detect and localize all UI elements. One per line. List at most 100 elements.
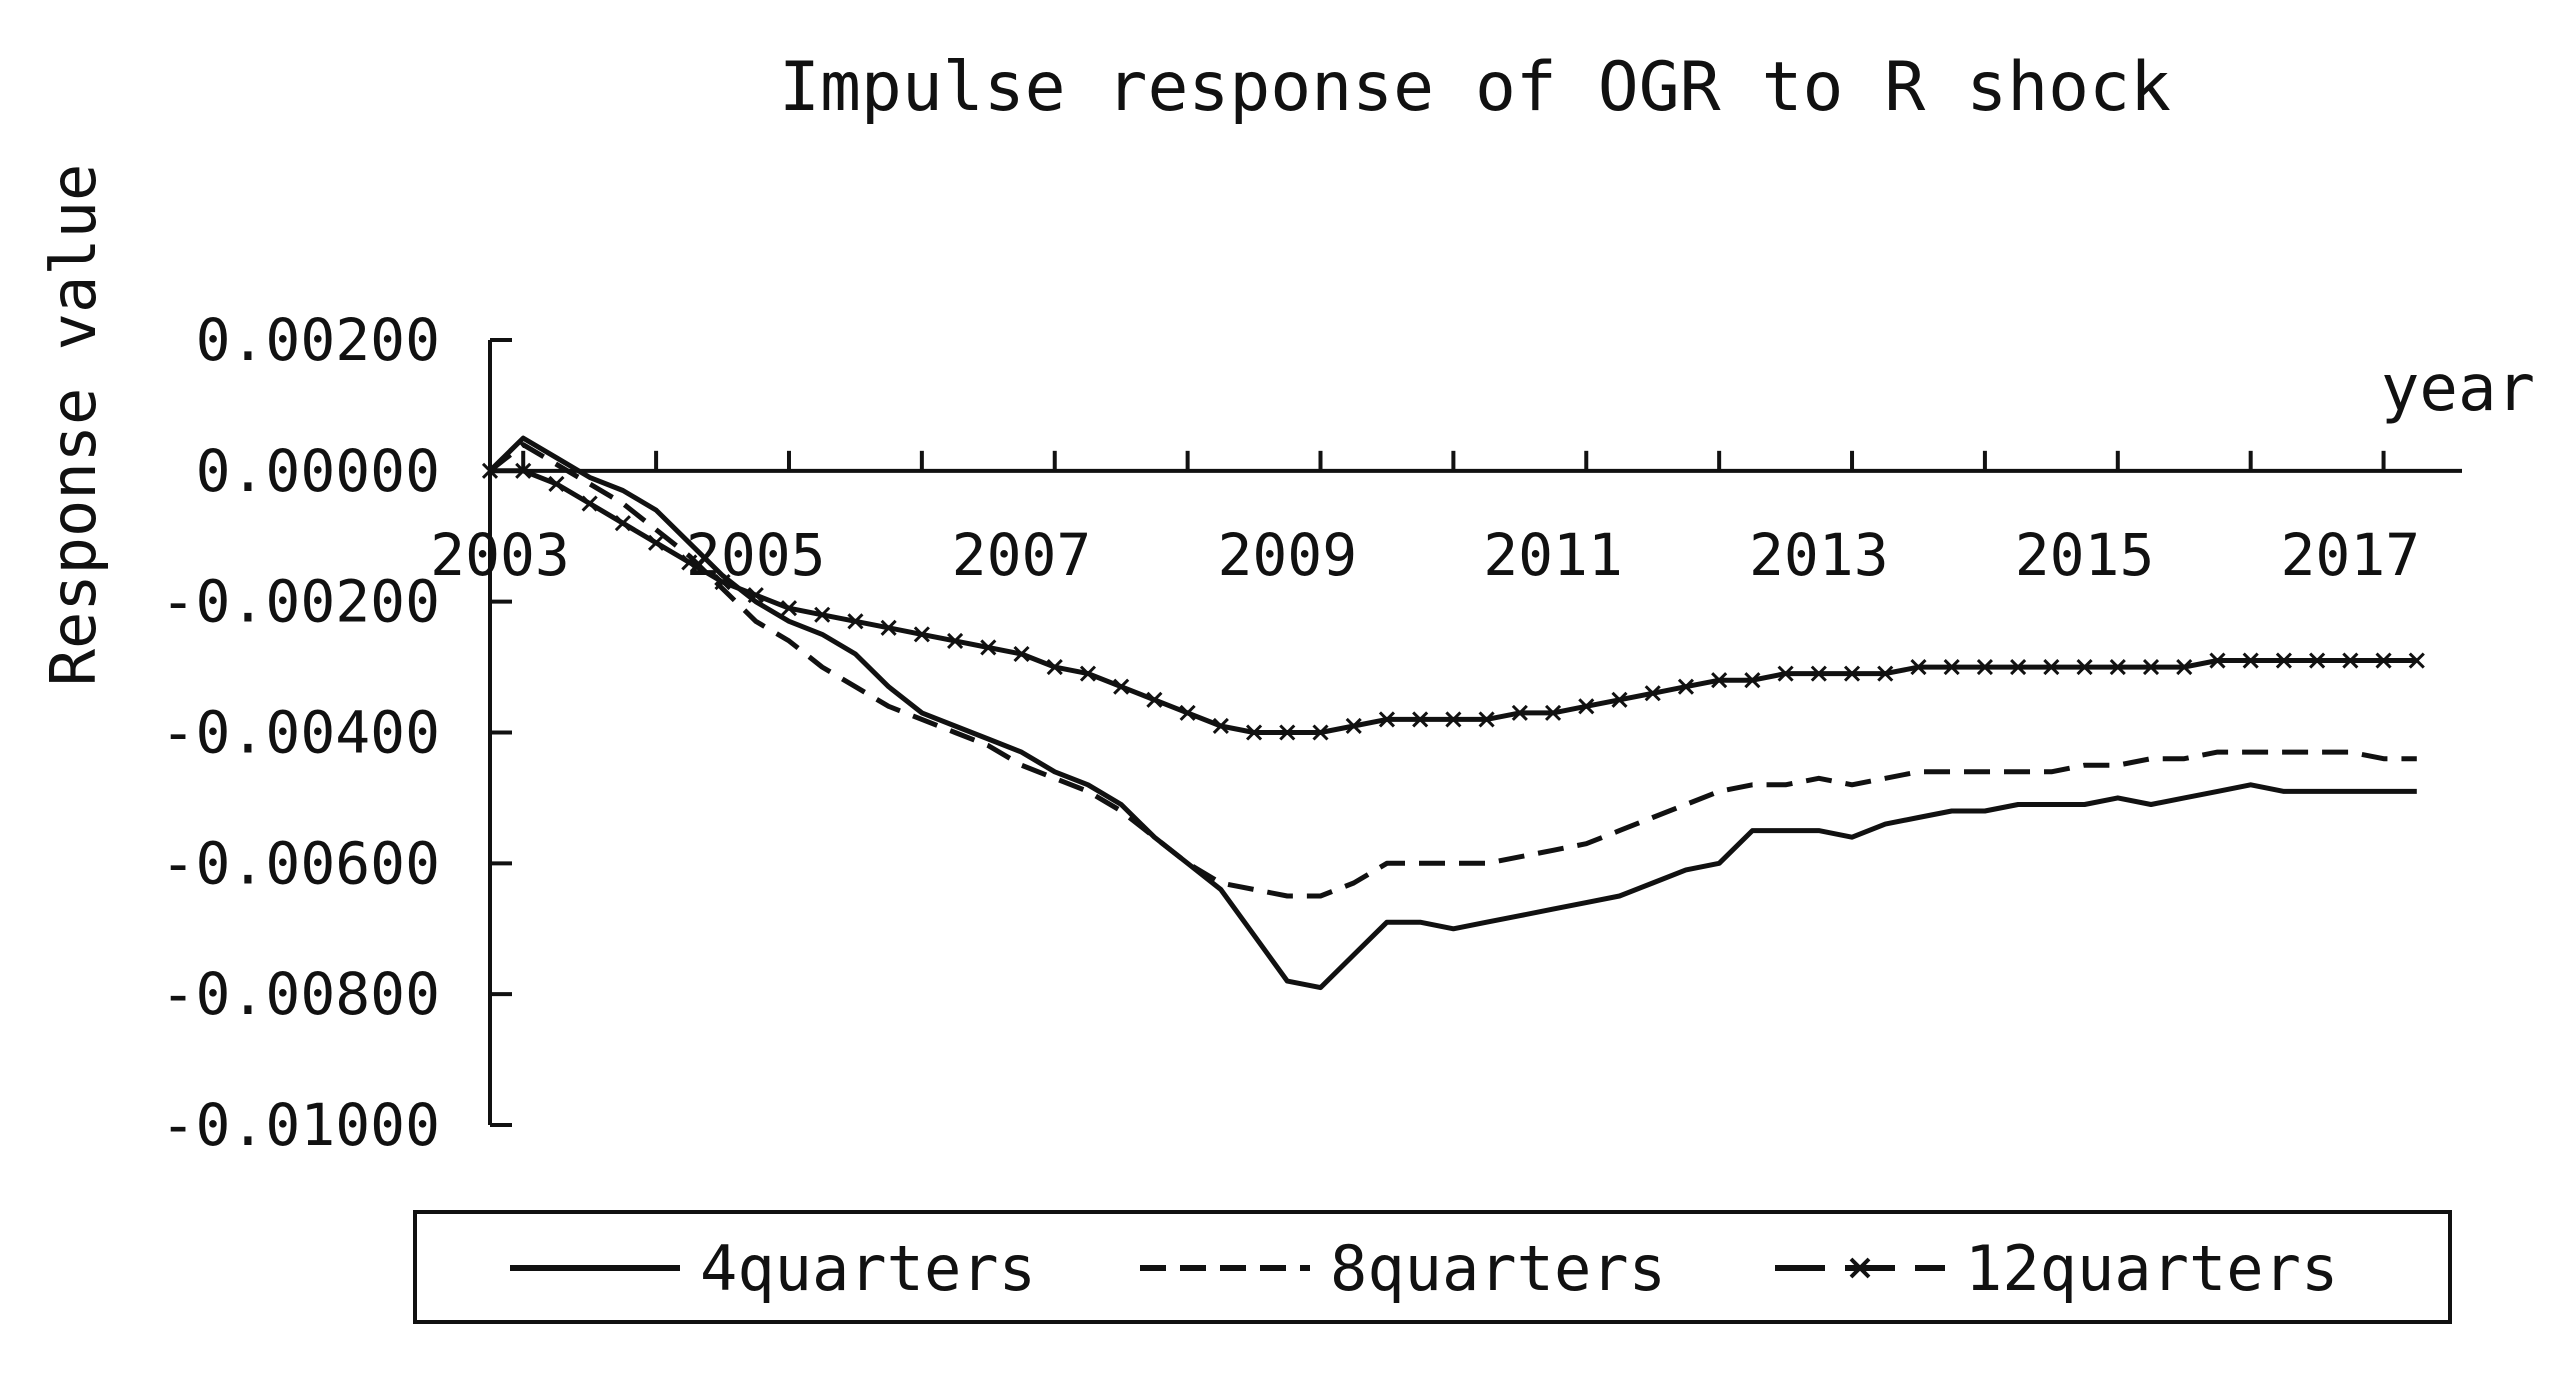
x-marker-stroke (1478, 711, 1495, 728)
series-point-12quarters (2043, 659, 2060, 676)
x-tick-label: 2015 (2015, 521, 2155, 589)
y-tick-label: -0.00800 (161, 960, 440, 1028)
x-marker-stroke (1910, 659, 1927, 676)
x-marker-stroke (1079, 665, 1097, 682)
x-marker-stroke (1744, 672, 1761, 689)
series-point-12quarters (2010, 659, 2027, 676)
series-point-12quarters (1312, 724, 1329, 741)
x-marker-stroke (947, 632, 964, 649)
series-point-12quarters (614, 515, 631, 532)
x-marker-stroke (913, 626, 930, 643)
x-marker-stroke (1677, 678, 1694, 695)
series-point-12quarters (1378, 711, 1396, 728)
x-marker-stroke (481, 462, 499, 479)
x-tick-label: 2009 (1217, 521, 1357, 589)
series-point-12quarters (1511, 704, 1528, 721)
series-lines (481, 435, 2425, 991)
series-point-12quarters (2309, 652, 2326, 669)
series-point-12quarters (2342, 652, 2359, 669)
x-tick-label: 2007 (952, 521, 1092, 589)
series-point-12quarters (880, 619, 897, 636)
x-marker-stroke (880, 619, 897, 636)
series-line-8quarters (488, 442, 2417, 899)
series-point-12quarters (1677, 678, 1694, 695)
x-marker-stroke (2109, 659, 2126, 676)
series-point-12quarters (1877, 665, 1894, 682)
y-tick-label: 0.00200 (196, 306, 440, 374)
series-point-12quarters (980, 639, 997, 656)
series-point-12quarters (1445, 711, 1462, 728)
series-point-12quarters (1711, 672, 1728, 689)
series-point-12quarters (648, 534, 665, 551)
x-marker-stroke (714, 573, 731, 591)
x-marker-stroke (1511, 704, 1528, 721)
series-point-12quarters (1279, 724, 1296, 741)
series-point-12quarters (1810, 665, 1827, 682)
series-point-12quarters (1611, 691, 1628, 708)
series-point-12quarters (1777, 665, 1794, 682)
legend-box (413, 1210, 2452, 1324)
series-point-12quarters (780, 600, 798, 617)
x-marker-stroke (1113, 678, 1130, 695)
x-marker-stroke (681, 554, 698, 571)
y-tick-label: -0.00600 (161, 829, 440, 897)
y-tick-label: 0.00000 (196, 437, 440, 505)
tick-labels: 0.00200 0.00000 -0.00200 -0.00400 -0.00600 -0… (161, 306, 2421, 1159)
series-point-12quarters (913, 626, 930, 643)
series-point-12quarters (1412, 711, 1429, 728)
x-marker-stroke (2242, 652, 2259, 669)
x-marker-stroke (814, 606, 831, 623)
x-marker-stroke (614, 515, 631, 532)
series-point-12quarters (1146, 691, 1163, 708)
series-point-12quarters (2408, 652, 2425, 669)
series-point-12quarters (681, 554, 698, 571)
x-marker-stroke (581, 495, 598, 512)
series-point-12quarters (1345, 717, 1362, 735)
series-point-12quarters (1079, 665, 1097, 682)
series-point-12quarters (2142, 659, 2160, 676)
series-point-12quarters (581, 495, 598, 512)
x-marker-stroke (648, 534, 665, 551)
x-marker-stroke (1146, 691, 1163, 708)
x-marker-stroke (1246, 724, 1263, 741)
series-point-12quarters (1744, 672, 1761, 689)
series-point-12quarters (1478, 711, 1495, 728)
series-point-12quarters (1976, 659, 1993, 676)
x-marker-stroke (2342, 652, 2359, 669)
x-marker-stroke (2176, 659, 2193, 676)
series-point-12quarters (1179, 704, 1196, 721)
x-marker-stroke (847, 613, 864, 630)
series-point-12quarters (1644, 685, 1661, 702)
chart-title: Impulse response of OGR to R shock (779, 48, 2171, 127)
series-point-12quarters (1943, 659, 1960, 676)
x-marker-stroke (1976, 659, 1993, 676)
x-marker-stroke (2076, 659, 2093, 676)
x-marker-stroke (780, 600, 798, 617)
x-marker-stroke (1711, 672, 1728, 689)
x-marker-stroke (1644, 685, 1661, 702)
series-point-12quarters (1113, 678, 1130, 695)
series-point-12quarters (1246, 724, 1263, 741)
x-marker-stroke (747, 587, 764, 604)
x-marker-stroke (1279, 724, 1296, 741)
x-marker-stroke (1578, 698, 1595, 715)
series-point-12quarters (1013, 645, 1030, 663)
series-point-12quarters (2176, 659, 2193, 676)
x-marker-stroke (1843, 665, 1861, 682)
x-marker-stroke (1046, 659, 1063, 676)
series-point-12quarters (1212, 717, 1229, 735)
x-marker-stroke (2043, 659, 2060, 676)
x-marker-stroke (515, 462, 532, 479)
x-marker-stroke (2309, 652, 2326, 669)
series-point-12quarters (2242, 652, 2259, 669)
x-marker-stroke (2275, 652, 2292, 669)
x-marker-stroke (1810, 665, 1827, 682)
x-marker-stroke (1013, 645, 1030, 663)
series-point-12quarters (814, 606, 831, 623)
x-tick-label: 2003 (430, 521, 570, 589)
x-marker-stroke (1312, 724, 1329, 741)
x-marker-stroke (1445, 711, 1462, 728)
series-point-12quarters (1046, 659, 1063, 676)
legend-label-8quarters: 8quarters (1330, 1232, 1666, 1305)
series-point-12quarters (2076, 659, 2093, 676)
